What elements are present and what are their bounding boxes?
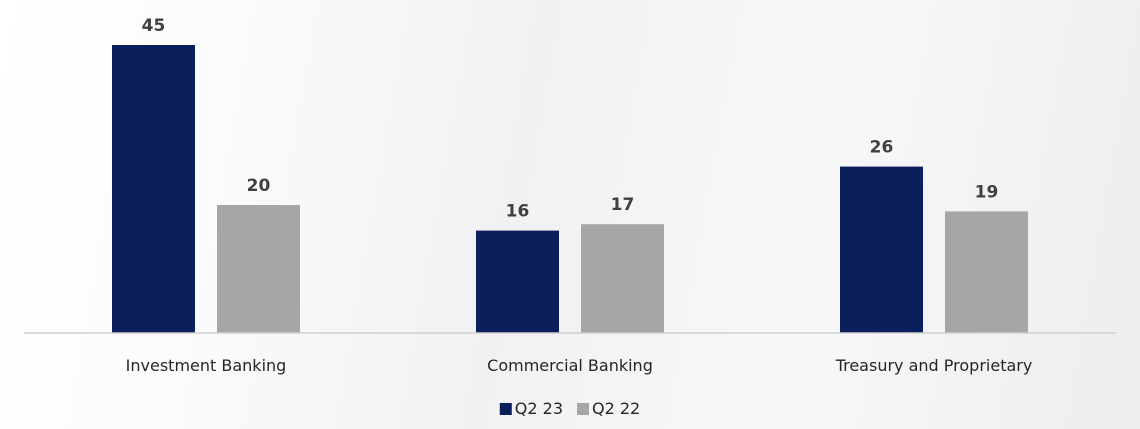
data-label: 45 xyxy=(142,16,166,36)
bar-q2-23-treasury-and-proprietary xyxy=(840,166,923,333)
legend: Q2 23 Q2 22 xyxy=(499,399,640,418)
category-labels-group: Investment Banking Commercial Banking Trea… xyxy=(126,356,1033,375)
data-labels-group: 45 20 16 17 26 19 xyxy=(142,16,999,222)
bars-group xyxy=(112,45,1028,333)
category-label: Investment Banking xyxy=(126,356,287,375)
legend-swatch xyxy=(577,403,589,415)
bar-q2-22-commercial-banking xyxy=(581,224,664,333)
bar-q2-23-commercial-banking xyxy=(476,230,559,333)
data-label: 20 xyxy=(247,176,271,196)
category-label: Treasury and Proprietary xyxy=(835,356,1033,375)
bar-q2-22-treasury-and-proprietary xyxy=(945,211,1028,333)
legend-label: Q2 22 xyxy=(592,399,640,418)
legend-label: Q2 23 xyxy=(515,399,563,418)
bar-q2-22-investment-banking xyxy=(217,205,300,333)
data-label: 16 xyxy=(506,202,530,222)
data-label: 26 xyxy=(870,138,894,158)
legend-swatch xyxy=(499,403,512,415)
category-label: Commercial Banking xyxy=(487,356,653,375)
data-label: 17 xyxy=(611,195,635,215)
legend-item-q2-23: Q2 23 xyxy=(499,399,563,418)
data-label: 19 xyxy=(975,182,999,202)
legend-item-q2-22: Q2 22 xyxy=(577,399,640,418)
bar-q2-23-investment-banking xyxy=(112,45,195,333)
